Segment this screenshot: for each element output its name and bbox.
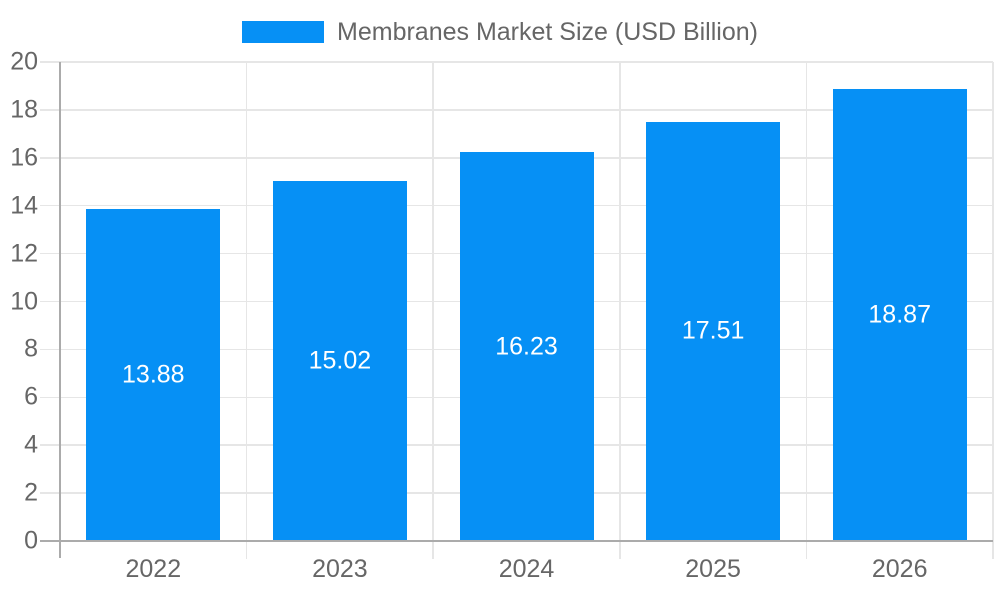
y-axis-tick-label: 6 [24, 382, 38, 411]
y-axis-tick [40, 252, 60, 255]
category-boundary-gridline [805, 62, 808, 559]
chart-legend[interactable]: Membranes Market Size (USD Billion) [0, 17, 1000, 46]
y-axis-tick-label: 20 [10, 47, 38, 76]
x-axis-tick-label: 2022 [125, 555, 182, 583]
x-axis-line [40, 540, 993, 542]
bar-value-label: 15.02 [308, 346, 372, 375]
category-boundary-gridline [992, 62, 994, 559]
legend-swatch-icon [242, 21, 325, 43]
gridline-horizontal [60, 61, 993, 63]
y-axis-tick-label: 4 [24, 430, 38, 459]
x-axis-tick-label: 2025 [685, 555, 741, 583]
bar-value-label: 16.23 [495, 332, 558, 361]
bar-2026[interactable] [832, 89, 967, 540]
y-axis-tick [40, 396, 60, 399]
category-boundary-gridline [432, 62, 434, 559]
bar-value-label: 18.87 [868, 300, 931, 329]
y-axis-tick-label: 12 [10, 239, 38, 268]
y-axis-tick-label: 8 [24, 334, 38, 363]
y-axis-tick [40, 492, 60, 494]
bar-2025[interactable] [646, 121, 781, 540]
y-axis-line [59, 62, 61, 558]
y-axis-tick [40, 300, 60, 303]
y-axis-tick-label: 0 [24, 526, 38, 555]
y-axis-tick [40, 444, 60, 446]
y-axis-tick-label: 14 [10, 191, 38, 220]
y-axis-tick [40, 109, 60, 111]
bar-value-label: 13.88 [122, 360, 185, 389]
y-axis-tick [40, 61, 60, 63]
bar-2022[interactable] [86, 208, 221, 540]
category-boundary-gridline [245, 62, 248, 559]
y-axis-tick [40, 348, 60, 351]
bar-2024[interactable] [459, 152, 594, 540]
gridline-horizontal [60, 109, 993, 111]
legend-label: Membranes Market Size (USD Billion) [337, 17, 758, 46]
y-axis-tick-label: 16 [10, 143, 38, 172]
x-axis-tick-label: 2024 [498, 555, 555, 583]
y-axis-tick [40, 157, 60, 159]
category-boundary-gridline [619, 62, 621, 559]
y-axis-tick [40, 204, 60, 207]
y-axis-tick-label: 18 [10, 95, 38, 124]
x-axis-tick-label: 2023 [312, 555, 368, 583]
y-axis-tick-label: 10 [10, 287, 38, 315]
bar-2023[interactable] [272, 181, 407, 540]
bar-value-label: 17.51 [681, 316, 745, 345]
plot-area [60, 61, 993, 542]
x-axis-tick-label: 2026 [871, 555, 928, 583]
y-axis-tick-label: 2 [24, 478, 38, 507]
